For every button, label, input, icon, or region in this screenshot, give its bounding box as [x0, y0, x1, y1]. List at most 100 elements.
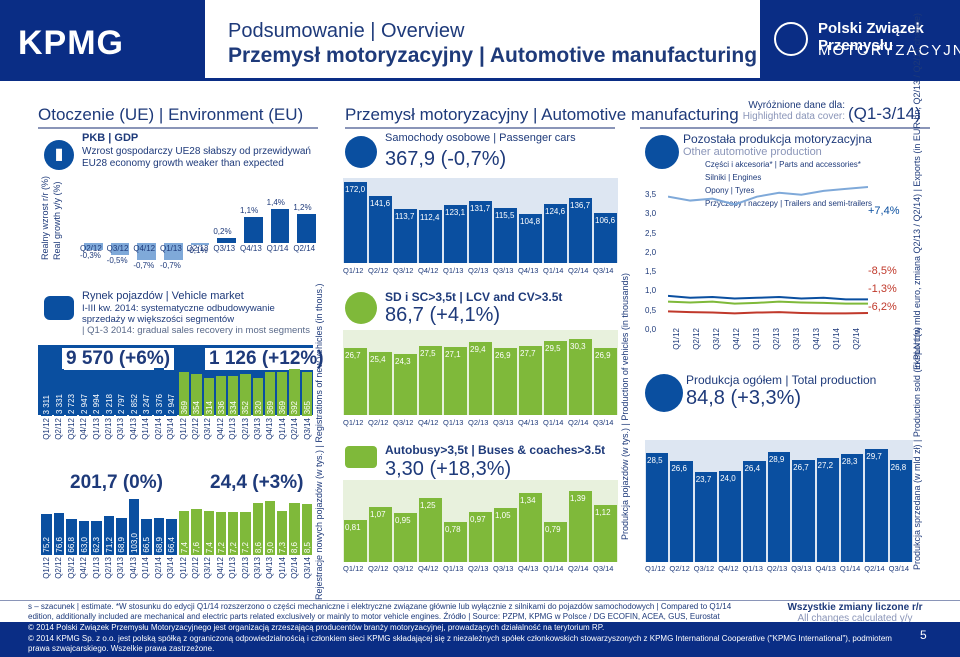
total-production-chart: 28,5 26,6 23,7 24,0 26,4 28,9 26,7 27,2 28,3 29,7…: [645, 440, 913, 562]
cars-title: Samochody osobowe | Passenger cars: [385, 132, 576, 144]
quarter-axis-2: Q1/12 Q2/12 Q3/12 Q4/12 Q1/13 Q2/13 Q3/13 Q4/13…: [40, 557, 313, 597]
quarter-label: Q4/13: [128, 557, 138, 579]
reg-bar: [240, 373, 251, 416]
prod-bar: [743, 461, 766, 562]
export-series-line: [667, 300, 868, 305]
quarter-label: Q2/14: [864, 564, 885, 573]
prod-value: 25,4: [370, 354, 386, 364]
quarter-label: Q3/12: [393, 418, 414, 427]
prod-value: 26,6: [671, 463, 687, 473]
cars-prod-total: 367,9 (-0,7%): [385, 148, 507, 170]
prod-bar: [519, 213, 542, 263]
cars-registrations-chart: 3 311 3 331 2 723 2 947 2 994 3 218 2 797 2 852…: [40, 368, 178, 416]
reg-bar: [91, 521, 102, 555]
reg-value: 2 852: [129, 393, 139, 414]
quarter-axis-7: Q1/12 Q2/12 Q3/12 Q4/12 Q1/13 Q2/13 Q3/13 Q4/13…: [645, 564, 913, 576]
cars-total: 9 570 (+6%): [62, 348, 175, 370]
reg-value: 7,6: [192, 541, 202, 553]
export-change: -8,5%: [868, 265, 897, 277]
reg-value: 354: [192, 400, 202, 414]
quarter-label: Q2/14: [568, 266, 589, 275]
reg-bar: [191, 373, 202, 416]
buses-registrations-chart: 75,2 76,6 66,8 63,0 62,3 71,2 68,9 103,0 66,5 68,…: [40, 498, 178, 555]
kpmg-logo-text: KPMG: [18, 24, 124, 62]
reg-bar: [277, 371, 288, 416]
quarter-label: Q3/13: [791, 564, 812, 573]
gdp-bar: [217, 238, 236, 243]
reg-bar: [53, 368, 65, 416]
quarter-label: Q1/14: [277, 418, 287, 440]
trucks-registrations-chart: 369 354 314 336 334 352 320 369 369 392 365: [178, 368, 313, 416]
market-desc-pl: I-III kw. 2014: systematyczne odbudowywa…: [82, 303, 275, 325]
quarter-label: Q1/13: [443, 418, 464, 427]
partner-name: Polski Związek Przemysłu: [818, 20, 924, 54]
quarter-label: Q1/14: [141, 557, 151, 579]
prod-bar: [544, 341, 567, 415]
quarter-label: Q4/12: [732, 328, 741, 350]
reg-value: 334: [229, 400, 239, 414]
quarter-label: Q3/12: [393, 564, 414, 573]
production-axis-label: Produkcja pojazdów (w tys.) | Production…: [620, 273, 630, 540]
gdp-value: -0,3%: [80, 251, 101, 261]
quarter-label: Q1/12: [645, 564, 666, 573]
legend-item: Opony | Tyres: [705, 186, 755, 195]
middle-section-title: Przemysł motoryzacyjny | Automotive manu…: [345, 105, 739, 124]
reg-bar: [166, 518, 177, 555]
quarter-label: Q2/13: [468, 418, 489, 427]
gdp-value: 1,1%: [240, 205, 259, 215]
prod-value: 1,07: [370, 510, 386, 520]
page-number: 5: [920, 628, 927, 642]
other-prod-title-en: Other automotive production: [683, 146, 822, 158]
reg-bar: [215, 375, 227, 416]
prod-value: 26,7: [793, 463, 809, 473]
y-tick: 3,5: [645, 190, 657, 199]
quarter-label: Q1/14: [543, 266, 564, 275]
prod-bar: [369, 351, 392, 415]
prod-bar: [419, 497, 442, 562]
quarter-label: Q3/14: [593, 564, 614, 573]
reg-value: 3 376: [154, 393, 164, 414]
prod-value: 136,7: [570, 201, 591, 211]
reg-bar: [78, 374, 90, 416]
prod-bar: [394, 209, 417, 263]
quarter-label: Q4/12: [215, 418, 225, 440]
quarter-label: Q1/14: [543, 564, 564, 573]
quarter-label: Q3/13: [792, 328, 801, 350]
pzpm-logo: Polski Związek Przemysłu MOTORYZACYJNEGO: [760, 0, 960, 78]
quarter-label: Q1/12: [343, 418, 364, 427]
changes-note: Wszystkie zmiany liczone r/r All changes…: [785, 602, 925, 624]
prod-bar: [519, 493, 542, 562]
gdp-desc-pl: Wzrost gospodarczy UE28 słabszy od przew…: [82, 146, 311, 157]
reg-bar: [116, 376, 127, 416]
gdp-value: 1,4%: [266, 198, 285, 208]
bus-icon: [345, 446, 377, 468]
car-logo-icon: [774, 22, 808, 56]
export-change: -6,2%: [868, 301, 897, 313]
quarter-label: Q3/14: [888, 564, 910, 573]
quarter-label: Q2/13: [468, 266, 489, 275]
lcv-production-chart: 26,7 25,4 24,3 27,5 27,1 29,4 26,9 27,7 29,5 30,3…: [343, 330, 618, 415]
gdp-quarter: Q3/13: [213, 244, 236, 253]
bus-total: 3,30 (+18,3%): [385, 458, 512, 480]
quarter-label: Q4/13: [812, 328, 821, 350]
y-tick: 0,5: [645, 305, 657, 315]
reg-value: 75,2: [42, 537, 51, 553]
reg-bar: [228, 511, 239, 555]
quarter-label: Q2/13: [240, 418, 250, 440]
quarter-label: Q2/13: [766, 564, 788, 573]
exports-change-values: +7,4% -8,5% -1,3% -6,2%: [868, 205, 913, 325]
reg-value: 66,8: [67, 537, 77, 553]
y-tick: 1,0: [645, 286, 657, 296]
quarter-label: Q3/14: [166, 418, 176, 440]
gdp-desc-en: EU28 economy growth weaker than expected: [82, 158, 284, 169]
quarter-label: Q3/12: [66, 557, 76, 579]
overview-title: Podsumowanie | Overview: [228, 20, 465, 42]
prod-bar: [469, 200, 492, 263]
export-change: +7,4%: [868, 205, 900, 217]
reg-value: 369: [278, 400, 288, 414]
gdp-title: PKB | GDP: [82, 132, 139, 144]
reg-bar: [66, 377, 77, 416]
left-divider: [38, 127, 318, 129]
gears-icon: [645, 135, 679, 169]
prod-bar: [394, 513, 417, 562]
